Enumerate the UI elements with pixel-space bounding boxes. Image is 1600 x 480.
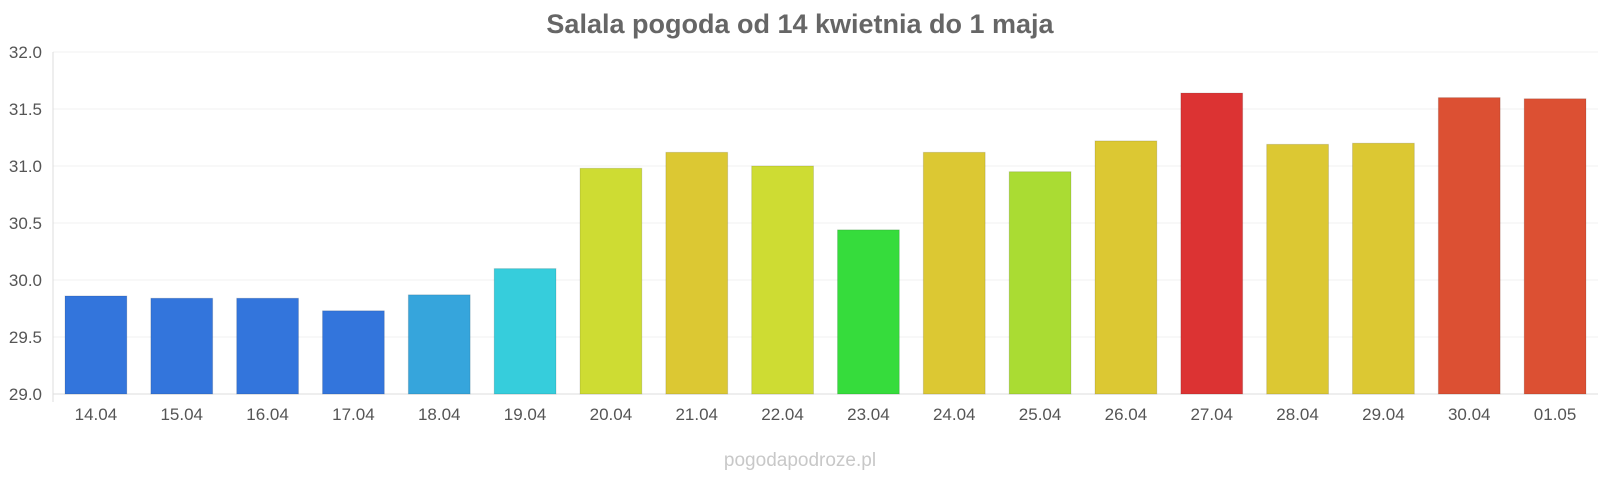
bar-20.04 (579, 167, 643, 395)
x-tick-label: 19.04 (504, 405, 547, 424)
bar-23.04 (837, 229, 900, 395)
bar-01.05 (1523, 98, 1587, 395)
y-tick-label: 30.0 (9, 271, 42, 290)
bar-15.04 (150, 297, 214, 395)
axes (52, 52, 1598, 402)
x-tick-label: 27.04 (1190, 405, 1233, 424)
bar-18.04 (407, 294, 471, 395)
bar-26.04 (1094, 140, 1158, 395)
y-tick-label: 30.5 (9, 214, 42, 233)
y-tick-label: 29.5 (9, 328, 42, 347)
bar-30.04 (1437, 97, 1501, 395)
bar-17.04 (322, 310, 385, 395)
x-tick-label: 24.04 (933, 405, 976, 424)
x-tick-label: 17.04 (332, 405, 375, 424)
x-tick-label: 15.04 (160, 405, 203, 424)
x-tick-label: 29.04 (1362, 405, 1405, 424)
bar-29.04 (1352, 142, 1415, 395)
x-tick-label: 20.04 (590, 405, 633, 424)
x-tick-labels: 14.04 15.04 16.04 17.04 18.04 19.04 20.04 21.04… (75, 405, 1577, 424)
x-tick-label: 26.04 (1105, 405, 1148, 424)
y-tick-label: 31.0 (9, 157, 42, 176)
x-tick-label: 16.04 (246, 405, 289, 424)
x-tick-label: 18.04 (418, 405, 461, 424)
bar-21.04 (665, 151, 729, 395)
bars (64, 92, 1587, 395)
x-tick-label: 01.05 (1534, 405, 1577, 424)
bar-25.04 (1008, 171, 1072, 395)
x-tick-label: 23.04 (847, 405, 890, 424)
x-tick-label: 14.04 (75, 405, 118, 424)
grid-lines (53, 51, 1598, 338)
x-tick-label: 21.04 (675, 405, 718, 424)
x-tick-label: 25.04 (1019, 405, 1062, 424)
bar-24.04 (922, 151, 986, 395)
bar-22.04 (751, 165, 814, 395)
y-tick-label: 32.0 (9, 43, 42, 62)
bar-14.04 (64, 295, 128, 395)
x-tick-label: 28.04 (1276, 405, 1319, 424)
y-tick-label: 31.5 (9, 100, 42, 119)
chart-title: Salala pogoda od 14 kwietnia do 1 maja (546, 9, 1054, 39)
x-tick-label: 22.04 (761, 405, 804, 424)
bar-28.04 (1266, 143, 1329, 395)
bar-16.04 (236, 297, 299, 395)
bar-27.04 (1180, 92, 1244, 395)
x-tick-label: 30.04 (1448, 405, 1491, 424)
y-tick-labels: 29.0 29.5 30.0 30.5 31.0 31.5 32.0 (9, 43, 42, 404)
bar-19.04 (493, 268, 557, 395)
y-tick-label: 29.0 (9, 385, 42, 404)
watermark: pogodapodroze.pl (723, 450, 877, 471)
